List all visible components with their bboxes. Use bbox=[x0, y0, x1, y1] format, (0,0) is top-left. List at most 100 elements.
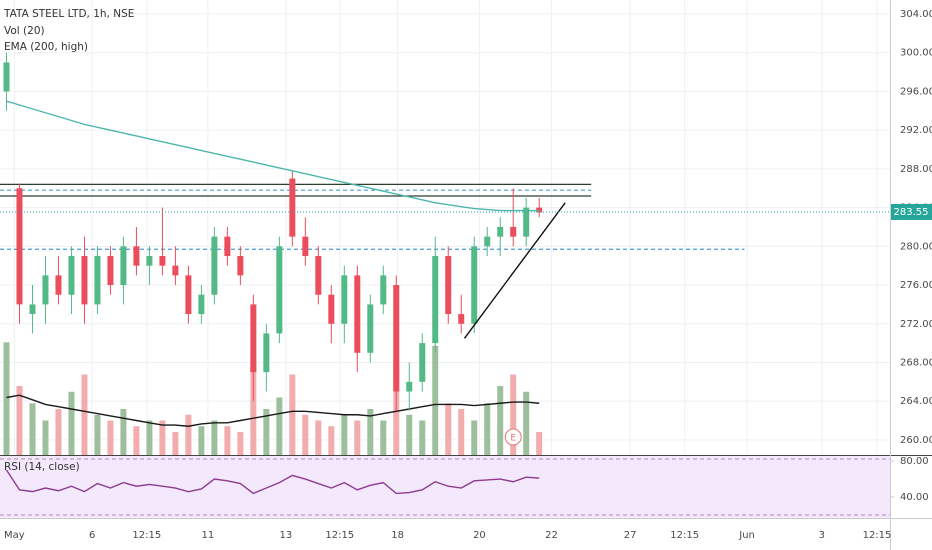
candle-body bbox=[107, 256, 114, 286]
volume-bar bbox=[250, 357, 257, 455]
volume-bar bbox=[406, 414, 413, 455]
candle-body bbox=[471, 246, 478, 324]
volume-bar bbox=[510, 374, 517, 455]
volume-bar bbox=[55, 409, 62, 455]
x-tick-label: 12:15 bbox=[325, 530, 354, 541]
candle-body bbox=[484, 236, 491, 247]
candle-body bbox=[354, 275, 361, 353]
candle-body bbox=[380, 275, 387, 305]
y-tick-label: 280.00 bbox=[900, 241, 932, 252]
volume-bar bbox=[523, 391, 530, 455]
volume-bar bbox=[107, 420, 114, 455]
volume-bar bbox=[185, 414, 192, 455]
volume-bar bbox=[159, 420, 166, 455]
event-marker-label: E bbox=[510, 434, 516, 444]
y-tick-label: 276.00 bbox=[900, 280, 932, 291]
x-tick-label: 12:15 bbox=[670, 530, 699, 541]
y-tick-label: 272.00 bbox=[900, 319, 932, 330]
candle-body bbox=[393, 285, 400, 392]
x-tick-label: 3 bbox=[819, 530, 825, 541]
volume-bar bbox=[42, 420, 49, 455]
y-tick-label: 268.00 bbox=[900, 357, 932, 368]
volume-bar bbox=[224, 426, 231, 455]
candle-body bbox=[81, 256, 88, 305]
volume-bar bbox=[68, 391, 75, 455]
volume-bar bbox=[484, 403, 491, 455]
candle-body bbox=[302, 236, 309, 257]
rsi-pane bbox=[0, 456, 890, 518]
volume-bar bbox=[16, 386, 23, 455]
plot bbox=[0, 52, 745, 495]
candle-body bbox=[146, 256, 153, 266]
volume-bar bbox=[302, 414, 309, 455]
volume-bar bbox=[471, 420, 478, 455]
volume-bar bbox=[458, 409, 465, 455]
indicator-label: Vol (20) bbox=[4, 25, 45, 37]
candle-body bbox=[211, 236, 218, 295]
candle-body bbox=[16, 188, 23, 305]
candle-body bbox=[3, 62, 10, 92]
x-tick-label: 11 bbox=[202, 530, 215, 541]
volume-bar bbox=[354, 420, 361, 455]
y-tick-label: 260.00 bbox=[900, 435, 932, 446]
y-tick-label: 288.00 bbox=[900, 164, 932, 175]
candle-body bbox=[42, 275, 49, 305]
y-tick-label: 292.00 bbox=[900, 125, 932, 136]
volume-bar bbox=[419, 420, 426, 455]
y-tick-label: 296.00 bbox=[900, 86, 932, 97]
candle-body bbox=[185, 275, 192, 315]
volume-bar bbox=[133, 426, 140, 455]
volume-bar bbox=[263, 409, 270, 455]
indicator-label: EMA (200, high) bbox=[4, 41, 88, 53]
y-tick-label: 264.00 bbox=[900, 396, 932, 407]
candle-body bbox=[510, 226, 517, 237]
x-tick-label: 18 bbox=[391, 530, 404, 541]
x-tick-label: 6 bbox=[89, 530, 95, 541]
volume-bar bbox=[237, 432, 244, 455]
volume-bar bbox=[3, 342, 10, 455]
volume-bar bbox=[146, 420, 153, 455]
chart-title: TATA STEEL LTD, 1h, NSE bbox=[3, 8, 134, 20]
candle-body bbox=[172, 265, 179, 276]
candle-body bbox=[68, 256, 75, 295]
rsi-label: RSI (14, close) bbox=[4, 461, 80, 473]
trend-line bbox=[463, 202, 566, 339]
volume-bar bbox=[120, 409, 127, 455]
candle-body bbox=[289, 178, 296, 237]
candle-body bbox=[432, 256, 439, 344]
event-marker bbox=[504, 428, 522, 446]
candle-body bbox=[120, 246, 127, 286]
x-tick-label: 13 bbox=[279, 530, 292, 541]
candle-body bbox=[94, 256, 101, 305]
candle-body bbox=[497, 226, 504, 237]
volume-bar bbox=[81, 374, 88, 455]
volume-bar bbox=[497, 386, 504, 455]
x-tick-label: 27 bbox=[624, 530, 637, 541]
volume-bar bbox=[289, 374, 296, 455]
candle-body bbox=[263, 333, 270, 373]
candle-body bbox=[328, 294, 335, 324]
volume-bar bbox=[445, 403, 452, 455]
candle-body bbox=[224, 236, 231, 257]
candle-body bbox=[55, 275, 62, 295]
candle-body bbox=[133, 246, 140, 266]
volume-bar bbox=[198, 426, 205, 455]
candle-body bbox=[198, 294, 205, 315]
x-tick-label: 12:15 bbox=[863, 530, 892, 541]
volume-bar bbox=[432, 345, 439, 455]
volume-bar bbox=[29, 403, 36, 455]
candle-body bbox=[367, 304, 374, 353]
volume-bar bbox=[276, 397, 283, 455]
candle-body bbox=[237, 256, 244, 276]
candle-body bbox=[29, 304, 36, 315]
last-price-box bbox=[891, 203, 932, 220]
candle-body bbox=[419, 343, 426, 382]
x-tick-label: Jun bbox=[738, 530, 755, 541]
series-line bbox=[5, 469, 540, 495]
x-tick-label: 22 bbox=[545, 530, 558, 541]
series-line bbox=[6, 394, 540, 427]
candle-body bbox=[458, 314, 465, 324]
volume-bar bbox=[341, 414, 348, 455]
volume-bar bbox=[315, 420, 322, 455]
